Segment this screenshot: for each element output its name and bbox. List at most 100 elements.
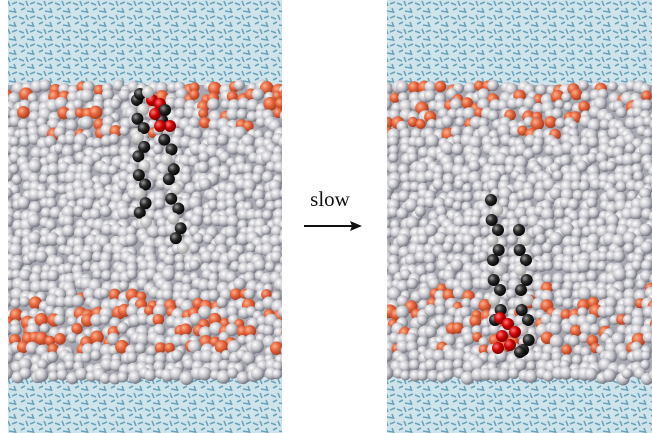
right-snapshot [378, 0, 652, 433]
lipid-atom [453, 243, 464, 254]
lipid-atom [251, 367, 264, 380]
lipid-atom [34, 368, 48, 382]
lipid-atom [280, 255, 290, 265]
lipid-atom [418, 234, 429, 245]
lipid-atom [65, 360, 75, 370]
lipid-atom [506, 288, 517, 299]
lipid-atom [189, 243, 200, 254]
lipid-atom [207, 98, 220, 111]
lipid-atom [631, 152, 643, 164]
lipid-chain-atom [140, 216, 152, 228]
lipid-atom [144, 369, 156, 381]
lipid-atom [62, 225, 75, 238]
lipid-atom [153, 144, 163, 154]
lipid-chain-atom [168, 212, 180, 224]
headgroup-atom [275, 98, 286, 109]
lipid-atom [400, 370, 410, 380]
lipid-atom [624, 279, 635, 290]
lipid-atom [2, 188, 13, 199]
lipid-atom [577, 259, 591, 273]
headgroup-atom [571, 88, 583, 100]
headgroup-atom [198, 108, 208, 118]
headgroup-atom [469, 315, 481, 327]
lipid-chain-atom [485, 194, 497, 206]
lipid-atom [135, 343, 146, 354]
lipid-atom [237, 371, 250, 384]
lipid-atom [536, 84, 547, 95]
lipid-atom [252, 88, 265, 101]
lipid-chain-atom [163, 173, 175, 185]
figure-canvas: slow [0, 0, 652, 433]
lipid-atom [414, 137, 425, 148]
headgroup-atom [282, 315, 295, 328]
lipid-atom [227, 250, 240, 263]
lipid-atom [396, 81, 409, 94]
lipid-chain-atom [514, 244, 526, 256]
lipid-atom [508, 368, 519, 379]
lipid-atom [72, 295, 85, 308]
lipid-atom [380, 367, 393, 380]
lipid-atom [417, 336, 428, 347]
lipid-atom [11, 298, 21, 308]
lipid-atom [426, 263, 436, 273]
lipid-atom [278, 305, 291, 318]
lipid-atom [189, 259, 200, 270]
lipid-atom [417, 315, 428, 326]
lipid-atom [162, 289, 174, 301]
headgroup-atom [142, 86, 154, 98]
lipid-chain-atom [513, 224, 525, 236]
lipid-atom [73, 143, 83, 153]
headgroup-atom [561, 344, 572, 355]
headgroup-atom [153, 314, 165, 326]
lipid-atom [588, 207, 600, 219]
headgroup-atom [273, 108, 283, 118]
lipid-atom [388, 178, 400, 190]
lipid-atom [563, 298, 574, 309]
headgroup-atom [578, 101, 589, 112]
figure: slow [0, 0, 652, 433]
lipid-atom [227, 368, 238, 379]
lipid-atom [396, 208, 408, 220]
lipid-atom [396, 305, 409, 318]
lipid-atom [542, 242, 553, 253]
lipid-atom [281, 155, 294, 168]
lipid-atom [549, 323, 561, 335]
lipid-atom [607, 81, 617, 91]
headgroup-atom [17, 106, 30, 119]
lipid-atom [441, 115, 453, 127]
lipid-atom [261, 225, 271, 235]
lipid-atom [90, 350, 101, 361]
lipid-atom [468, 160, 480, 172]
lipid-atom [1, 296, 13, 308]
lipid-atom [56, 236, 67, 247]
lipid-atom [262, 210, 273, 221]
lipid-atom [127, 352, 138, 363]
lipid-atom [498, 369, 511, 382]
lipid-atom [544, 218, 556, 230]
lipid-atom [526, 361, 536, 371]
lipid-atom [452, 201, 462, 211]
lipid-atom [81, 352, 92, 363]
lipid-atom [425, 134, 439, 148]
lipid-atom [425, 326, 437, 338]
lipid-atom [532, 144, 543, 155]
lipid-atom [217, 134, 229, 146]
lipid-chain-atom [488, 274, 500, 286]
lipid-atom [462, 183, 472, 193]
lipid-atom [613, 267, 627, 281]
headgroup-atom [382, 117, 393, 128]
headgroup-atom [159, 104, 171, 116]
lipid-atom [237, 109, 248, 120]
lipid-atom [263, 325, 274, 336]
headgroup-atom [283, 295, 295, 307]
lipid-atom [281, 164, 293, 176]
lipid-atom [409, 359, 420, 370]
lipid-atom [109, 134, 120, 145]
lipid-atom [578, 80, 588, 90]
lipid-atom [415, 206, 426, 217]
lipid-atom [407, 278, 418, 289]
lipid-atom [443, 369, 454, 380]
lipid-atom [175, 262, 185, 272]
left-snapshot [0, 0, 296, 433]
lipid-atom [272, 369, 282, 379]
